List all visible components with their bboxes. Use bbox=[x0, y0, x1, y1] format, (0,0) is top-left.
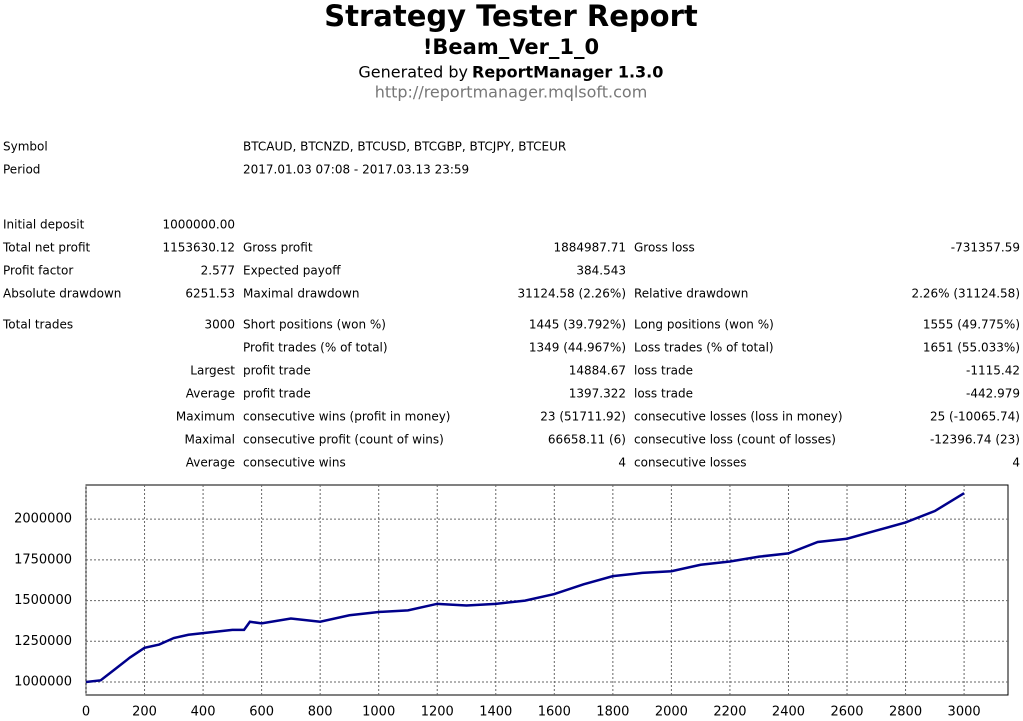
stat-label: Relative drawdown bbox=[634, 287, 748, 301]
stat-label: consecutive wins (profit in money) bbox=[243, 410, 451, 424]
plot-frame bbox=[85, 484, 1009, 696]
info-value: BTCAUD, BTCNZD, BTCUSD, BTCGBP, BTCJPY, … bbox=[243, 140, 566, 154]
generated-by: Generated by bbox=[358, 63, 468, 82]
stat-value: Largest bbox=[190, 364, 235, 378]
x-tick-label: 0 bbox=[82, 705, 90, 720]
stat-value: 6251.53 bbox=[185, 287, 235, 301]
stat-value: 23 (51711.92) bbox=[540, 410, 626, 424]
x-tick-label: 2000 bbox=[655, 705, 688, 720]
x-tick-label: 200 bbox=[132, 705, 157, 720]
stat-label: Total trades bbox=[2, 318, 73, 332]
stat-value: 2.577 bbox=[201, 264, 235, 278]
stat-value: 1445 (39.792%) bbox=[529, 318, 626, 332]
stat-label: Expected payoff bbox=[243, 264, 341, 278]
stat-value: 25 (-10065.74) bbox=[930, 410, 1020, 424]
stat-value: 1397.322 bbox=[569, 387, 626, 401]
x-tick-label: 1000 bbox=[362, 705, 395, 720]
x-tick-label: 400 bbox=[191, 705, 216, 720]
stat-value: -12396.74 (23) bbox=[930, 433, 1020, 447]
stat-label: consecutive losses (loss in money) bbox=[634, 410, 843, 424]
stat-value: 31124.58 (2.26%) bbox=[517, 287, 626, 301]
stat-value: -731357.59 bbox=[951, 241, 1020, 255]
x-tick-label: 3000 bbox=[948, 705, 981, 720]
x-tick-label: 1200 bbox=[421, 705, 454, 720]
stat-value: 4 bbox=[1012, 456, 1020, 470]
report-title: Strategy Tester Report bbox=[324, 0, 698, 33]
info-label: Symbol bbox=[3, 140, 48, 154]
y-tick-label: 2000000 bbox=[14, 512, 72, 527]
stat-label: Profit trades (% of total) bbox=[243, 341, 388, 355]
stat-value: 1651 (55.033%) bbox=[923, 341, 1020, 355]
stat-value: 2.26% (31124.58) bbox=[911, 287, 1020, 301]
stat-label: Initial deposit bbox=[3, 218, 85, 232]
y-tick-label: 1500000 bbox=[14, 593, 72, 608]
expert-name: !Beam_Ver_1_0 bbox=[423, 35, 599, 59]
stat-value: 14884.67 bbox=[569, 364, 626, 378]
x-tick-label: 1800 bbox=[596, 705, 629, 720]
stat-value: Average bbox=[186, 456, 235, 470]
stat-label: consecutive losses bbox=[634, 456, 747, 470]
info-value: 2017.01.03 07:08 - 2017.03.13 23:59 bbox=[243, 163, 469, 177]
stat-label: Gross profit bbox=[243, 241, 313, 255]
stat-label: loss trade bbox=[634, 387, 693, 401]
stat-label: consecutive wins bbox=[243, 456, 346, 470]
equity-line bbox=[85, 492, 965, 684]
stat-value: Maximum bbox=[176, 410, 235, 424]
stat-label: profit trade bbox=[243, 364, 311, 378]
stat-value: 384.543 bbox=[576, 264, 626, 278]
x-tick-label: 1400 bbox=[479, 705, 512, 720]
stat-value: 1349 (44.967%) bbox=[529, 341, 626, 355]
x-tick-label: 2800 bbox=[889, 705, 922, 720]
stat-label: Short positions (won %) bbox=[243, 318, 386, 332]
stat-value: Maximal bbox=[184, 433, 235, 447]
y-tick-label: 1750000 bbox=[14, 552, 72, 567]
stat-value: 1153630.12 bbox=[162, 241, 235, 255]
stat-value: -442.979 bbox=[966, 387, 1020, 401]
stat-value: -1115.42 bbox=[966, 364, 1020, 378]
stat-label: loss trade bbox=[634, 364, 693, 378]
stat-label: profit trade bbox=[243, 387, 311, 401]
stat-label: Long positions (won %) bbox=[634, 318, 774, 332]
x-tick-label: 2200 bbox=[713, 705, 746, 720]
stat-label: consecutive profit (count of wins) bbox=[243, 433, 444, 447]
stat-value: 1884987.71 bbox=[553, 241, 626, 255]
y-tick-label: 1250000 bbox=[14, 634, 72, 649]
x-tick-label: 1600 bbox=[538, 705, 571, 720]
stat-label: Total net profit bbox=[2, 241, 91, 255]
y-tick-label: 1000000 bbox=[14, 674, 72, 689]
x-tick-label: 2600 bbox=[830, 705, 863, 720]
stat-label: Profit factor bbox=[3, 264, 73, 278]
generator: ReportManager 1.3.0 bbox=[472, 63, 663, 82]
x-tick-label: 600 bbox=[249, 705, 274, 720]
stat-value: 66658.11 (6) bbox=[548, 433, 626, 447]
x-tick-label: 2400 bbox=[772, 705, 805, 720]
stat-value: 1555 (49.775%) bbox=[923, 318, 1020, 332]
stat-value: 1000000.00 bbox=[162, 218, 235, 232]
info-label: Period bbox=[3, 163, 40, 177]
stat-label: Gross loss bbox=[634, 241, 695, 255]
stat-label: Absolute drawdown bbox=[3, 287, 121, 301]
stat-value: 4 bbox=[618, 456, 626, 470]
stat-value: 3000 bbox=[204, 318, 235, 332]
x-tick-label: 800 bbox=[308, 705, 333, 720]
stat-label: consecutive loss (count of losses) bbox=[634, 433, 836, 447]
stat-label: Maximal drawdown bbox=[243, 287, 359, 301]
stat-label: Loss trades (% of total) bbox=[634, 341, 774, 355]
url: http://reportmanager.mqlsoft.com bbox=[375, 83, 648, 102]
stat-value: Average bbox=[186, 387, 235, 401]
